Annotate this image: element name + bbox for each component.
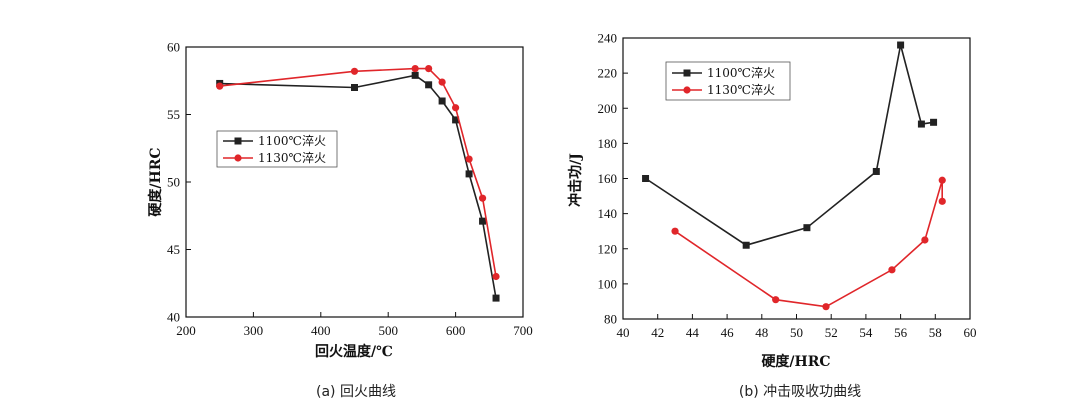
chart-b-series-1-point [938, 197, 946, 205]
chart-b-series-1-point [888, 266, 896, 274]
chart-b-xtick-label: 42 [651, 325, 664, 340]
chart-b-impact-curve: 40 42 44 46 48 50 52 54 56 58 60 80 100 120 140 160 180 2… [567, 31, 977, 401]
chart-a-series-line-1 [219, 67, 497, 277]
chart-a-xtick-label: 600 [446, 323, 466, 338]
chart-a-legend-label-1130: 1130℃淬火 [258, 150, 326, 165]
chart-a-series-0-point [452, 116, 460, 124]
chart-b-series-1-point [671, 227, 679, 235]
chart-a-ytick-label: 45 [167, 242, 180, 257]
chart-a-legend-marker-1130 [234, 154, 242, 162]
chart-a-legend: 1100℃淬火 1130℃淬火 [216, 130, 338, 168]
chart-b-series-0-point [642, 175, 650, 182]
chart-b-xtick-label: 44 [686, 325, 700, 340]
chart-a-ytick-label: 50 [167, 175, 180, 190]
chart-a-series-0-point [411, 71, 419, 79]
chart-a-series [216, 65, 500, 302]
chart-b-series-1-point [822, 303, 830, 311]
chart-b-xtick-label: 56 [894, 325, 908, 340]
chart-a-series-1-point [478, 194, 487, 202]
chart-b-xtick-label: 50 [790, 325, 803, 340]
chart-b-xtick-label: 48 [755, 325, 768, 340]
chart-b-series-0-point [742, 241, 750, 249]
chart-b-legend-marker-1100 [683, 69, 691, 77]
chart-b-xtick-label: 52 [825, 325, 838, 340]
chart-a-series-1-point [350, 67, 359, 75]
chart-b-xlabel: 硬度/HRC [761, 353, 830, 370]
chart-b-ytick-label: 80 [604, 312, 617, 327]
chart-b-ticks: 40 42 44 46 48 50 52 54 56 58 60 80 100 120 140 160 180 2… [598, 31, 977, 341]
chart-b-series-0-point [872, 167, 880, 175]
chart-a-tempering-curve: 200 300 400 500 600 700 40 45 50 55 60 回火温度/℃ 硬度/H… [147, 40, 533, 401]
chart-a-xtick-label: 400 [311, 323, 331, 338]
chart-a-series-0-point [438, 97, 446, 105]
chart-a-series-0-point [479, 217, 487, 225]
chart-a-xtick-label: 500 [378, 323, 398, 338]
chart-a-xtick-label: 300 [244, 323, 264, 338]
chart-b-ytick-label: 220 [598, 66, 618, 81]
chart-a-series-0-point [425, 81, 433, 89]
chart-b-xtick-label: 60 [964, 325, 977, 340]
chart-a-series-0-point [465, 170, 473, 178]
chart-a-series-1-point [492, 272, 500, 281]
chart-b-legend-box [665, 61, 791, 101]
chart-b-xtick-label: 54 [859, 325, 873, 340]
chart-a-xtick-label: 700 [513, 323, 533, 338]
chart-a-series-1-point [411, 65, 419, 73]
chart-a-series-1-point [452, 104, 460, 112]
chart-b-legend: 1100℃淬火 1130℃淬火 [665, 61, 791, 101]
chart-a-xtick-label: 200 [176, 323, 196, 338]
chart-a-legend-label-1100: 1100℃淬火 [258, 133, 326, 148]
chart-b-series-1-point [938, 176, 946, 184]
chart-a-xlabel: 回火温度/℃ [315, 343, 393, 360]
chart-b-ylabel: 冲击功/J [567, 153, 584, 207]
chart-b-series-1-point [921, 236, 929, 244]
chart-a-ticks: 200 300 400 500 600 700 40 45 50 55 60 [167, 40, 533, 339]
chart-b-legend-marker-1130 [683, 86, 691, 94]
chart-b-series-0-point [917, 120, 925, 128]
chart-a-series-1-point [216, 82, 224, 90]
chart-b-ytick-label: 120 [598, 241, 618, 256]
chart-b-xtick-label: 46 [721, 325, 735, 340]
chart-b-xtick-label: 58 [929, 325, 942, 340]
chart-b-series-0-point [897, 41, 905, 49]
chart-b-ytick-label: 160 [598, 171, 618, 186]
chart-a-legend-marker-1100 [234, 137, 242, 145]
chart-a-ytick-label: 40 [167, 310, 180, 325]
chart-b-xtick-label: 40 [617, 325, 630, 340]
chart-a-series-0-point [492, 294, 500, 302]
chart-b-series-1-point [772, 296, 780, 304]
chart-b-series [642, 41, 946, 311]
chart-b-series-0-point [930, 118, 938, 126]
chart-b-caption: (b) 冲击吸收功曲线 [739, 384, 861, 400]
chart-b-ytick-label: 200 [598, 101, 618, 116]
chart-a-series-1-point [425, 65, 433, 73]
chart-b-series-line-1 [674, 180, 944, 308]
chart-a-series-1-point [465, 155, 473, 163]
chart-b-legend-label-1130: 1130℃淬火 [707, 82, 775, 97]
chart-b-ytick-label: 100 [598, 276, 618, 291]
chart-a-ytick-label: 55 [167, 107, 180, 122]
chart-a-ytick-label: 60 [167, 40, 180, 55]
chart-b-ytick-label: 140 [598, 206, 618, 221]
chart-b-legend-label-1100: 1100℃淬火 [707, 65, 775, 80]
chart-a-series-0-point [351, 84, 358, 91]
chart-b-series-0-point [803, 224, 811, 232]
chart-a-caption: (a) 回火曲线 [316, 384, 396, 400]
chart-b-ytick-label: 240 [598, 31, 618, 46]
chart-a-ylabel: 硬度/HRC [147, 147, 164, 216]
chart-a-series-1-point [438, 78, 446, 86]
chart-b-ytick-label: 180 [598, 136, 618, 151]
